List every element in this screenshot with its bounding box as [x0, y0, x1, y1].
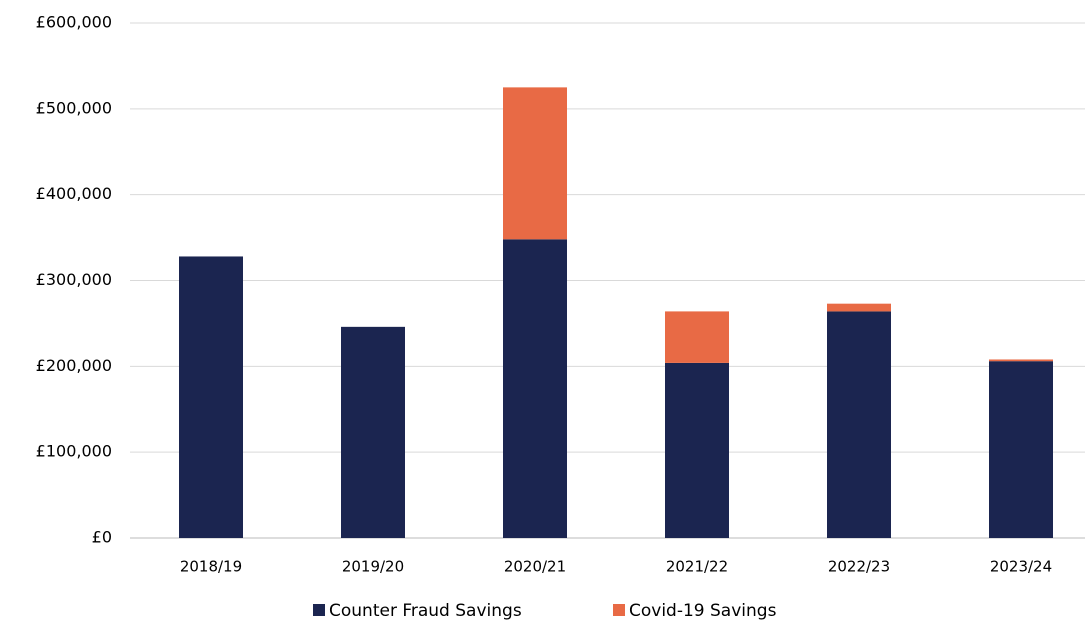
bar-segment — [989, 361, 1053, 538]
legend-label: Counter Fraud Savings — [329, 601, 522, 621]
y-tick-label: £100,000 — [36, 442, 112, 461]
bar-segment — [179, 256, 243, 538]
legend-swatch — [613, 604, 625, 616]
legend-label: Covid-19 Savings — [629, 601, 777, 621]
x-tick-label: 2018/19 — [180, 558, 242, 576]
bar-segment — [503, 87, 567, 240]
y-tick-label: £500,000 — [36, 98, 112, 117]
y-tick-label: £0 — [92, 528, 112, 547]
bar-segment — [341, 326, 405, 538]
x-tick-label: 2023/24 — [990, 558, 1052, 576]
bar-segment — [827, 303, 891, 312]
y-tick-label: £600,000 — [36, 13, 112, 32]
bar-segment — [989, 359, 1053, 362]
x-tick-label: 2019/20 — [342, 558, 404, 576]
x-tick-label: 2020/21 — [504, 558, 566, 576]
y-tick-label: £300,000 — [36, 270, 112, 289]
x-tick-label: 2022/23 — [828, 558, 890, 576]
bar-segment — [503, 239, 567, 539]
y-tick-label: £400,000 — [36, 184, 112, 203]
legend-swatch — [313, 604, 325, 616]
y-tick-label: £200,000 — [36, 356, 112, 375]
bar-segment — [827, 311, 891, 538]
bar-segment — [665, 311, 729, 363]
x-tick-label: 2021/22 — [666, 558, 728, 576]
bar-segment — [665, 362, 729, 538]
